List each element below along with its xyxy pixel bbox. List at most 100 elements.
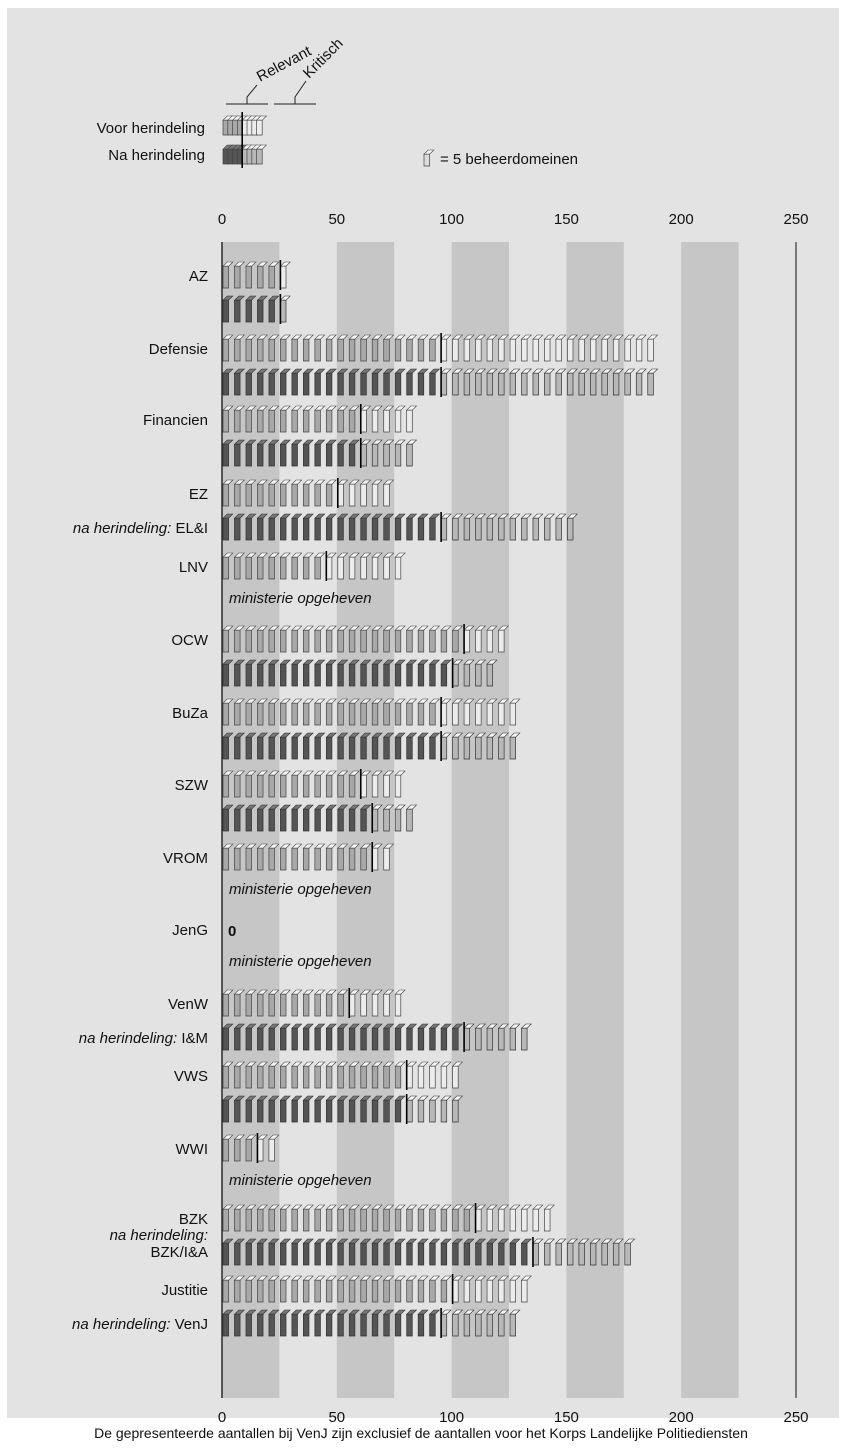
domain-glyph bbox=[222, 299, 229, 323]
domain-glyph bbox=[498, 702, 505, 726]
domain-glyph bbox=[245, 1208, 252, 1232]
domain-glyph bbox=[268, 265, 275, 289]
domain-glyph bbox=[303, 1065, 310, 1089]
domain-glyph bbox=[325, 1208, 333, 1232]
domain-glyph bbox=[371, 517, 379, 541]
domain-glyph bbox=[337, 702, 344, 726]
domain-glyph bbox=[245, 299, 252, 323]
domain-glyph bbox=[360, 409, 367, 433]
domain-glyph bbox=[417, 736, 425, 760]
domain-glyph bbox=[280, 1242, 287, 1266]
domain-glyph bbox=[245, 372, 252, 396]
domain-glyph bbox=[555, 517, 562, 541]
domain-glyph bbox=[291, 663, 298, 687]
domain-glyph bbox=[314, 338, 321, 362]
category-group bbox=[222, 551, 406, 581]
domain-glyph bbox=[257, 736, 264, 760]
domain-glyph bbox=[348, 1313, 356, 1337]
domain-glyph bbox=[406, 1279, 413, 1303]
domain-glyph bbox=[348, 1208, 356, 1232]
domain-glyph bbox=[348, 556, 356, 580]
domain-glyph bbox=[429, 702, 436, 726]
domain-glyph bbox=[291, 736, 298, 760]
domain-glyph bbox=[475, 372, 482, 396]
stripe-bands bbox=[222, 242, 739, 1398]
domain-glyph bbox=[314, 663, 321, 687]
domain-glyph bbox=[303, 1313, 310, 1337]
domain-glyph bbox=[234, 338, 241, 362]
x-tick-label-top: 200 bbox=[669, 211, 694, 228]
domain-glyph bbox=[417, 517, 425, 541]
domain-glyph bbox=[486, 629, 493, 653]
domain-glyph bbox=[406, 663, 413, 687]
domain-glyph bbox=[521, 1242, 528, 1266]
domain-glyph bbox=[325, 1313, 333, 1337]
domain-glyph bbox=[280, 1208, 287, 1232]
domain-glyph bbox=[303, 847, 310, 871]
domain-glyph bbox=[383, 702, 390, 726]
domain-glyph bbox=[406, 1208, 413, 1232]
domain-glyph bbox=[303, 1208, 310, 1232]
domain-glyph bbox=[521, 517, 528, 541]
domain-glyph bbox=[486, 338, 493, 362]
domain-glyph bbox=[314, 443, 321, 467]
domain-glyph bbox=[257, 1138, 264, 1162]
domain-glyph bbox=[417, 1099, 425, 1123]
domain-glyph bbox=[303, 517, 310, 541]
domain-glyph bbox=[291, 629, 298, 653]
domain-glyph bbox=[291, 372, 298, 396]
domain-glyph bbox=[406, 1065, 413, 1089]
domain-glyph bbox=[245, 338, 252, 362]
domain-glyph bbox=[257, 409, 264, 433]
domain-glyph bbox=[268, 372, 275, 396]
domain-glyph bbox=[222, 1208, 229, 1232]
domain-glyph bbox=[348, 1279, 356, 1303]
category-label-group: VenW na herindeling: I&M bbox=[79, 996, 209, 1047]
domain-glyph bbox=[245, 1065, 252, 1089]
domain-glyph bbox=[360, 1208, 367, 1232]
domain-glyph bbox=[257, 808, 264, 832]
domain-glyph bbox=[486, 702, 493, 726]
domain-glyph bbox=[268, 1279, 275, 1303]
domain-glyph bbox=[325, 1099, 333, 1123]
x-tick-label-top: 150 bbox=[554, 211, 579, 228]
domain-glyph bbox=[371, 847, 379, 871]
domain-glyph bbox=[222, 1138, 229, 1162]
domain-glyph bbox=[383, 1099, 390, 1123]
zero-value-label: 0 bbox=[228, 923, 236, 940]
category-label: JenG bbox=[172, 922, 208, 939]
domain-glyph bbox=[371, 1099, 379, 1123]
domain-glyph bbox=[406, 1099, 413, 1123]
domain-glyph bbox=[222, 1313, 229, 1337]
domain-glyph bbox=[348, 1027, 356, 1051]
domain-glyph bbox=[498, 1313, 505, 1337]
domain-glyph bbox=[509, 338, 516, 362]
domain-glyph bbox=[463, 338, 471, 362]
domain-glyph bbox=[452, 1242, 459, 1266]
domain-glyph bbox=[303, 1279, 310, 1303]
domain-glyph bbox=[325, 774, 333, 798]
domain-glyph bbox=[257, 265, 264, 289]
domain-glyph bbox=[452, 663, 459, 687]
domain-glyph bbox=[406, 1242, 413, 1266]
domain-glyph bbox=[624, 372, 631, 396]
domain-glyph bbox=[383, 409, 390, 433]
domain-glyph bbox=[498, 1208, 505, 1232]
category-label: VWS bbox=[174, 1068, 208, 1085]
domain-glyph bbox=[360, 629, 367, 653]
domain-glyph bbox=[268, 483, 275, 507]
x-tick-label-bottom: 100 bbox=[439, 1409, 464, 1426]
domain-glyph bbox=[463, 702, 471, 726]
domain-glyph bbox=[337, 443, 344, 467]
domain-glyph bbox=[394, 1065, 402, 1089]
domain-glyph bbox=[555, 1242, 562, 1266]
domain-glyph bbox=[532, 338, 539, 362]
category-label: AZ bbox=[189, 268, 208, 285]
domain-glyph bbox=[257, 372, 264, 396]
x-tick-label-bottom: 250 bbox=[783, 1409, 808, 1426]
category-label-group: Financien bbox=[143, 412, 208, 429]
domain-glyph bbox=[222, 443, 229, 467]
domain-glyph bbox=[234, 1313, 241, 1337]
domain-glyph bbox=[544, 372, 551, 396]
